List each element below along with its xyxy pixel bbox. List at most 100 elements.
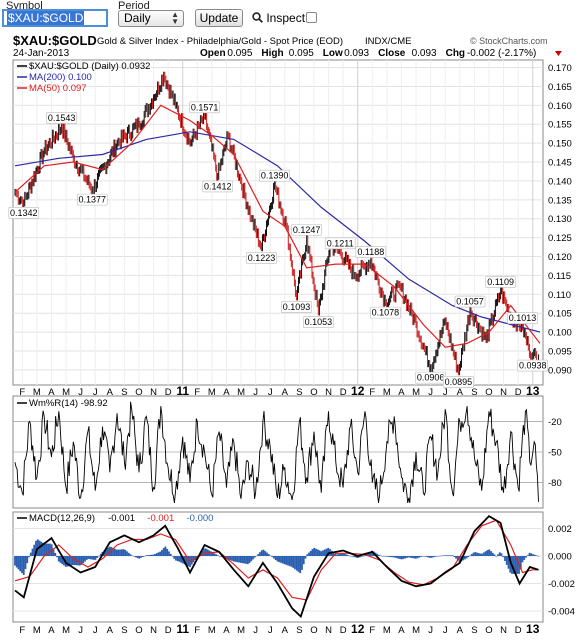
y-tick-label: 0.140 (548, 176, 572, 187)
histogram-bar (92, 556, 95, 560)
ohlc-value: 0.095 (227, 48, 252, 59)
annotation-label: 0.1188 (357, 247, 384, 257)
symbol-input-value: $XAU:$GOLD (7, 11, 85, 25)
histogram-bar (502, 556, 505, 558)
histogram-bar (234, 556, 237, 562)
histogram-bar (393, 556, 396, 558)
histogram-bar (420, 556, 422, 557)
ohlc-value: -0.002 (-2.17%) (467, 48, 536, 59)
histogram-bar (59, 556, 62, 563)
histogram-bar (33, 544, 36, 556)
histogram-bar (22, 556, 25, 575)
histogram-bar (516, 556, 519, 574)
histogram-bar (388, 556, 391, 557)
histogram-bar (243, 556, 246, 564)
histogram-bar (141, 556, 144, 557)
histogram-bar (162, 547, 165, 556)
histogram-bar (523, 556, 526, 560)
symbol-input[interactable]: $XAU:$GOLD (2, 9, 108, 27)
histogram-bar (236, 556, 239, 563)
histogram-bar (68, 556, 71, 567)
annotation-label: 0.1390 (261, 171, 289, 181)
ohlc-label: Close (378, 48, 406, 59)
histogram-bar (358, 556, 361, 558)
macd-line (14, 514, 539, 619)
annotation-label: 0.1247 (293, 225, 321, 235)
histogram-bar (259, 552, 261, 556)
williams-legend: Wm%R(14) -98.92 (17, 398, 108, 409)
histogram-bar (456, 556, 459, 561)
histogram-bar (395, 556, 398, 559)
histogram-bar (147, 555, 149, 556)
histogram-bar (493, 554, 496, 556)
x-tick-label: S (471, 625, 477, 636)
histogram-bar (280, 556, 282, 563)
histogram-bar (427, 556, 429, 558)
annotation-label: 0.1412 (204, 181, 232, 191)
signal-line (14, 519, 539, 601)
histogram-bar (309, 550, 312, 556)
histogram-bar (287, 556, 289, 566)
inspect-checkbox[interactable] (306, 12, 317, 23)
histogram-bar (290, 556, 293, 567)
annotation-label: 0.1211 (327, 238, 354, 248)
x-tick-label: O (485, 625, 492, 636)
x-tick-label: J (253, 387, 258, 398)
histogram-bar (196, 556, 198, 558)
histogram-bar (362, 555, 365, 557)
histogram-bar (414, 556, 417, 559)
y-tick-label: -20 (548, 417, 562, 428)
chart-date: 24-Jan-2013 (13, 48, 70, 59)
histogram-bar (180, 556, 183, 563)
histogram-bar (57, 556, 60, 562)
x-tick-label: A (398, 387, 405, 398)
histogram-bar (227, 556, 230, 560)
histogram-bar (120, 549, 123, 556)
histogram-bar (232, 556, 235, 562)
update-button[interactable]: Update (195, 9, 243, 27)
ohlc-value: 0.093 (344, 48, 369, 59)
histogram-bar (110, 547, 113, 556)
x-tick-label: M (383, 625, 391, 636)
down-arrow-icon (554, 51, 562, 56)
histogram-bar (113, 548, 116, 556)
period-select[interactable]: Daily ▲ ▼ (118, 10, 184, 27)
histogram-bar (140, 556, 142, 558)
x-tick-label: F (369, 387, 375, 398)
x-tick-label: F (194, 387, 200, 398)
histogram-bar (143, 556, 146, 557)
y-tick-label: 0.145 (548, 158, 572, 169)
inspect-toggle[interactable]: Inspect (252, 10, 305, 26)
histogram-bar (532, 554, 534, 556)
histogram-bar (238, 556, 240, 563)
histogram-bar (122, 549, 125, 556)
histogram-bar (453, 556, 456, 557)
histogram-bar (481, 553, 484, 556)
legend-entry: Wm%R(14) -98.92 (29, 398, 108, 409)
histogram-bar (52, 548, 55, 556)
x-tick-label: M (62, 387, 70, 398)
histogram-bar (428, 556, 431, 558)
histogram-bar (369, 551, 372, 556)
histogram-bar (514, 556, 517, 574)
histogram-bar (397, 556, 400, 559)
histogram-bar (54, 552, 57, 556)
histogram-bar (215, 554, 218, 556)
histogram-bar (271, 556, 274, 558)
histogram-bar (66, 556, 69, 567)
histogram-bar (486, 550, 489, 556)
histogram-bar (421, 556, 424, 557)
histogram-bar (210, 551, 212, 556)
histogram-bar (73, 556, 76, 566)
x-tick-label: A (107, 387, 114, 398)
histogram-bar (17, 556, 20, 570)
histogram-bar (390, 556, 393, 558)
brand-watermark: © StockCharts.com (470, 36, 548, 46)
histogram-bar (248, 556, 251, 564)
stock-chart: $XAU:$GOLD Gold & Silver Index - Philade… (8, 33, 575, 636)
histogram-bar (533, 554, 536, 556)
annotation-box (291, 223, 322, 236)
period-label: Period (118, 0, 150, 12)
histogram-bar (276, 556, 279, 562)
histogram-bar (463, 556, 466, 560)
